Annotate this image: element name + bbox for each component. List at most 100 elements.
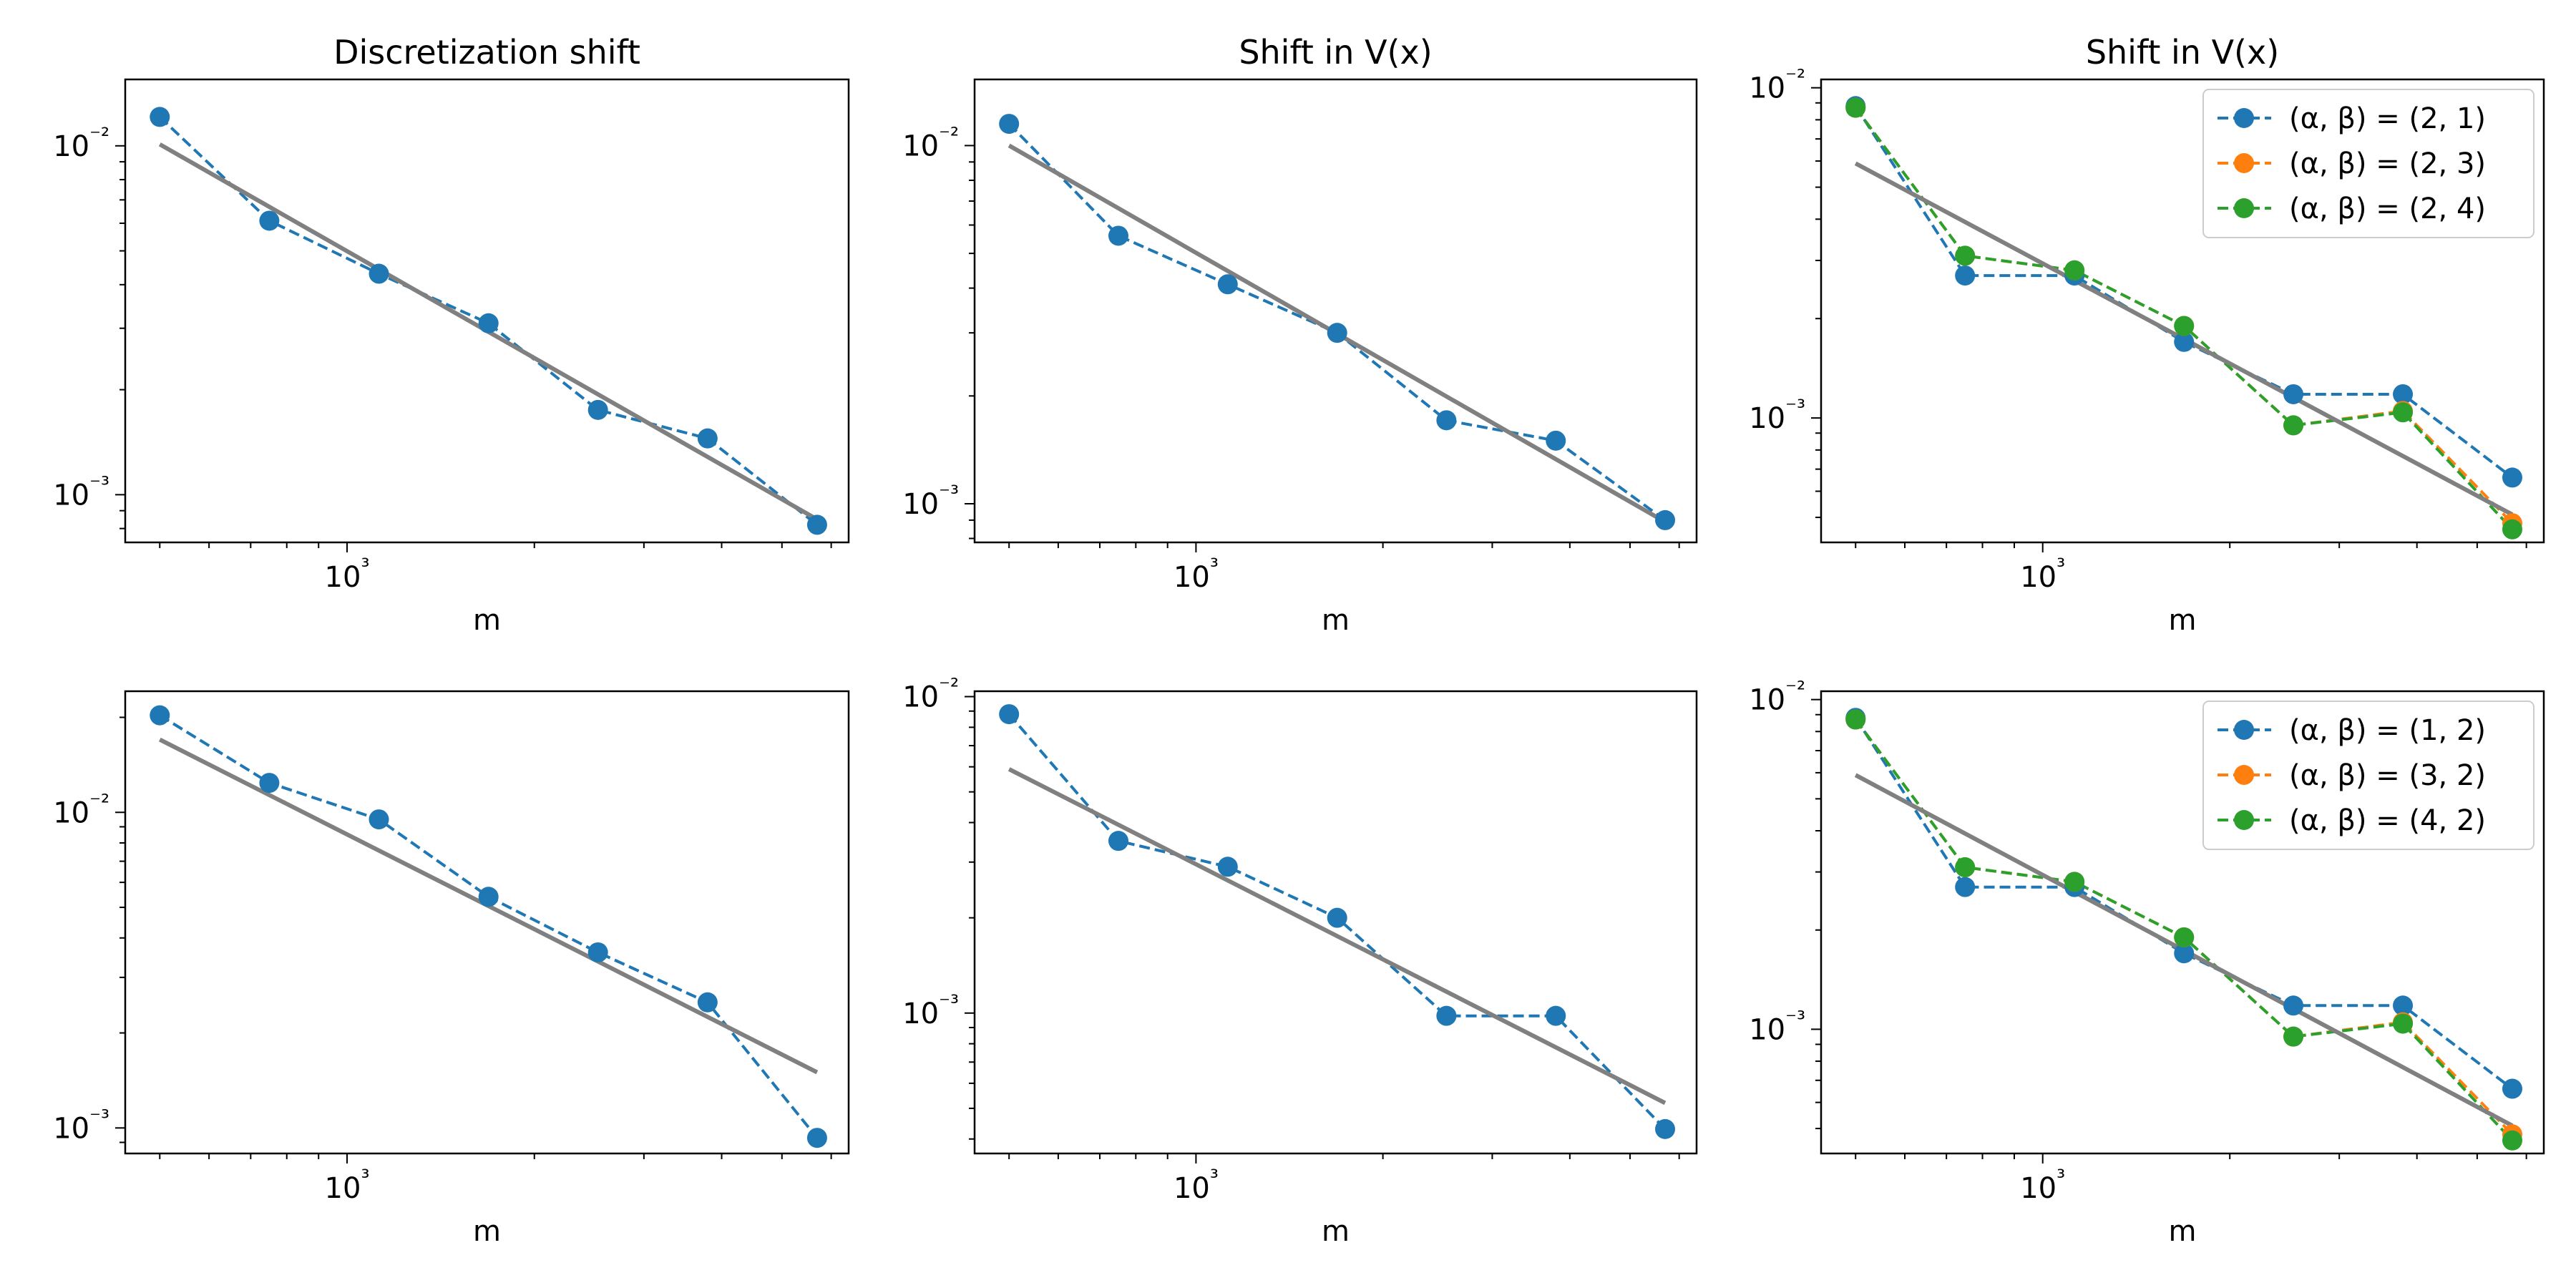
data-point [2064,260,2085,280]
y-tick-label: 10⁻³ [902,482,959,521]
legend-marker [2234,153,2254,173]
data-point [259,210,280,231]
data-point [1436,410,1457,431]
legend-marker [2234,810,2254,830]
data-point [2393,1013,2414,1034]
legend-label: (α, β) = (2, 3) [2289,147,2486,180]
series-line-1 [1008,122,1667,522]
axes-frame [973,78,1698,544]
legend-marker [2234,108,2254,128]
x-axis-label: m [1322,604,1350,637]
y-tick-label: 10⁻² [902,675,959,714]
data-point [369,263,389,284]
data-point [806,1128,827,1148]
x-tick-label: 10³ [325,1166,370,1205]
data-point [1546,430,1566,451]
y-tick-label: 10⁻³ [902,991,959,1030]
axes-frame [124,690,850,1155]
data-point [1327,323,1347,343]
data-point [1955,877,1976,897]
y-tick-label: 10⁻³ [53,472,109,512]
data-point [369,809,389,830]
series-line-1 [159,713,819,1139]
legend-label: (α, β) = (2, 1) [2289,102,2486,135]
data-point [2283,995,2304,1016]
data-point [587,399,608,420]
data-point [697,428,718,449]
axes-frame [973,690,1698,1155]
x-axis-label: m [2169,604,2197,637]
data-point [2064,872,2085,892]
fit-line [1008,767,1667,1106]
panel-5: 10³ 10⁻² 10⁻³ m [902,675,1698,1248]
y-tick-label: 10⁻² [53,790,109,829]
legend-frame [2202,701,2534,850]
data-point [587,942,608,962]
data-point [999,704,1020,725]
data-point [2502,519,2522,540]
data-point [2174,943,2195,964]
x-axis-label: m [2169,1215,2197,1248]
panel-1: Discretization shift 10³ 10⁻² 10⁻³ m [53,33,850,637]
data-point [999,114,1020,135]
legend-marker [2234,765,2254,785]
data-point [2393,995,2414,1016]
data-point [1217,274,1238,295]
x-tick-label: 10³ [325,555,370,594]
data-point [1327,907,1347,928]
data-point [478,313,499,333]
legend-label: (α, β) = (1, 2) [2289,714,2486,747]
panel-title: Shift in V(x) [2086,33,2279,72]
data-point [2283,384,2304,404]
data-point [2502,467,2522,488]
panel-3: Shift in V(x) 10³ 10⁻² 10⁻³ m (α, β) = (2, 1)… [1749,33,2545,637]
legend-label: (α, β) = (2, 4) [2289,192,2486,225]
data-point [697,992,718,1013]
y-tick-label: 10⁻³ [1749,1007,1805,1046]
data-point [2174,331,2195,352]
data-point [2502,1078,2522,1099]
panel-2: Shift in V(x) 10³ 10⁻² 10⁻³ m [902,33,1698,637]
data-point [1955,265,1976,286]
data-point [1655,509,1676,530]
legend: (α, β) = (1, 2) (α, β) = (3, 2) (α, β) = (… [2202,701,2534,850]
legend: (α, β) = (2, 1) (α, β) = (2, 3) (α, β) = (… [2202,89,2534,238]
data-point [2174,316,2195,336]
panel-title: Discretization shift [333,33,640,72]
legend-frame [2202,89,2534,238]
data-point [2502,1130,2522,1151]
y-tick-label: 10⁻³ [53,1106,109,1145]
y-tick-label: 10⁻² [902,123,959,162]
x-axis-label: m [473,1215,501,1248]
legend-marker [2234,720,2254,740]
x-axis-label: m [473,604,501,637]
data-point [1845,709,1866,730]
legend-marker [2234,198,2254,218]
data-point [150,107,170,127]
data-point [806,514,827,535]
data-point [2393,384,2414,404]
data-point [2393,402,2414,423]
panel-4: 10³ 10⁻² 10⁻³ m [53,690,850,1248]
axes-frame [1820,690,2545,1155]
panel-6: 10³ 10⁻² 10⁻³ m (α, β) = (1, 2) (α, β) = (3, … [1749,678,2545,1248]
data-point [259,773,280,794]
data-point [1955,245,1976,266]
y-tick-label: 10⁻³ [1749,396,1805,435]
data-point [2283,1026,2304,1047]
data-point [1546,1005,1566,1026]
data-point [1955,857,1976,878]
legend-label: (α, β) = (4, 2) [2289,804,2486,837]
y-tick-label: 10⁻² [1749,678,1805,717]
data-point [1436,1005,1457,1026]
axes-frame [124,78,850,544]
x-axis-label: m [1322,1215,1350,1248]
data-point [478,887,499,907]
data-point [2283,415,2304,436]
x-tick-label: 10³ [1174,1166,1219,1205]
legend-label: (α, β) = (3, 2) [2289,759,2486,792]
data-point [2174,927,2195,947]
axes-frame [1820,78,2545,544]
y-tick-label: 10⁻² [53,124,109,163]
